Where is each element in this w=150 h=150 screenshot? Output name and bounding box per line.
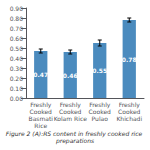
svg-text:0.50: 0.50 (10, 45, 24, 52)
svg-text:0.70: 0.70 (10, 25, 24, 32)
svg-text:0.78: 0.78 (122, 56, 137, 63)
svg-text:Rice: Rice (34, 122, 47, 129)
svg-text:Freshly: Freshly (118, 101, 140, 108)
svg-text:0.20: 0.20 (10, 75, 24, 82)
svg-text:Figure 2 (A):RS content in fre: Figure 2 (A):RS content in freshly cooke… (5, 130, 145, 137)
svg-text:0.30: 0.30 (10, 65, 24, 72)
svg-text:0.80: 0.80 (10, 15, 24, 22)
svg-text:0.47: 0.47 (33, 71, 48, 78)
svg-text:0.10: 0.10 (10, 85, 24, 92)
svg-text:Cooked: Cooked (59, 108, 81, 115)
svg-text:0.46: 0.46 (63, 72, 78, 79)
svg-text:Cooked: Cooked (118, 108, 140, 115)
svg-text:Pulao: Pulao (92, 115, 109, 122)
svg-text:Cooked: Cooked (89, 108, 111, 115)
svg-text:Basmati: Basmati (29, 115, 54, 122)
svg-text:Freshly: Freshly (89, 101, 111, 108)
svg-text:0.40: 0.40 (10, 55, 24, 62)
svg-text:Freshly: Freshly (30, 101, 52, 108)
svg-text:0.90: 0.90 (10, 5, 24, 12)
svg-text:0.55: 0.55 (92, 67, 107, 74)
svg-text:Khichadi: Khichadi (116, 115, 142, 122)
svg-text:Kolam Rice: Kolam Rice (54, 115, 88, 122)
svg-text:preparations: preparations (55, 137, 94, 145)
svg-text:Cooked: Cooked (30, 108, 52, 115)
svg-text:0.00: 0.00 (10, 95, 24, 102)
svg-text:0.60: 0.60 (10, 35, 24, 42)
svg-text:Freshly: Freshly (59, 101, 81, 108)
